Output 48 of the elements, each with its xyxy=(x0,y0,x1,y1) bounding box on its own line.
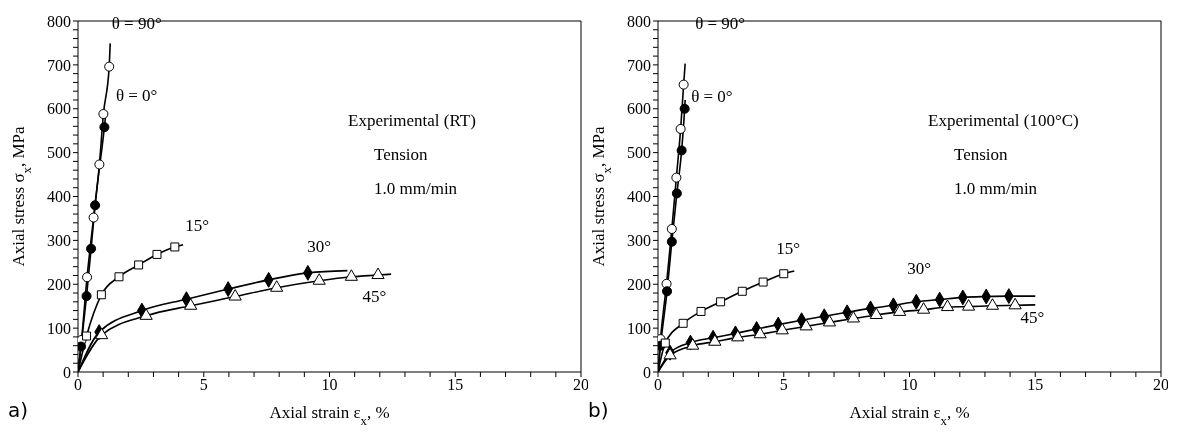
series-label: 30° xyxy=(307,237,332,257)
x-tick-label: 20 xyxy=(573,376,589,394)
y-tick-label: 700 xyxy=(47,56,71,74)
x-tick-label: 5 xyxy=(199,376,208,394)
y-tick-label: 100 xyxy=(627,319,651,337)
text: a) xyxy=(8,398,29,422)
y-tick-label: 0 xyxy=(643,363,651,381)
y-tick-label: 200 xyxy=(627,275,651,293)
annotation: 1.0 mm/min xyxy=(373,178,459,200)
series-label: 15° xyxy=(776,239,801,259)
x-tick-label: 15 xyxy=(1027,376,1044,394)
annotation: Tension xyxy=(953,144,1009,166)
y-tick-label: 600 xyxy=(627,100,651,118)
series-label: θ = 90° xyxy=(111,14,162,34)
x-axis-title: Axial strain ε$_{x}$, % xyxy=(269,403,390,428)
y-tick-label: 500 xyxy=(47,144,71,162)
x-tick-label: 0 xyxy=(74,376,82,394)
x-tick-label: 10 xyxy=(321,376,338,394)
series-label: 30° xyxy=(907,258,932,278)
annotation: Experimental (RT) xyxy=(348,110,476,132)
x-tick-label: 10 xyxy=(901,376,918,394)
x-tick-label: 5 xyxy=(779,376,788,394)
x-tick-label: 20 xyxy=(1153,376,1169,394)
x-axis-title: Axial strain ε$_{x}$, % xyxy=(849,403,970,428)
y-tick-label: 400 xyxy=(47,188,71,206)
series-label: θ = 0° xyxy=(691,87,733,107)
x-tick-label: 15 xyxy=(447,376,464,394)
text: θ = 90° xyxy=(695,14,746,34)
y-tick-label: 800 xyxy=(47,12,71,30)
text: b) xyxy=(588,398,609,422)
y-tick-label: 300 xyxy=(47,232,71,250)
y-tick-label: 400 xyxy=(627,188,651,206)
series-label: θ = 0° xyxy=(115,85,158,105)
y-tick-label: 600 xyxy=(47,100,71,118)
annotation: Experimental (100°C) xyxy=(928,110,1079,132)
y-tick-label: 500 xyxy=(627,144,651,162)
annotation: Tension xyxy=(373,144,429,166)
y-tick-label: 100 xyxy=(47,319,71,337)
y-tick-label: 700 xyxy=(627,56,651,74)
y-tick-label: 300 xyxy=(627,232,651,250)
series-label: 45° xyxy=(362,287,387,307)
x-tick-label: 0 xyxy=(654,376,662,394)
series-label: 45° xyxy=(1020,307,1045,327)
y-tick-label: 0 xyxy=(63,363,71,381)
annotation: 1.0 mm/min xyxy=(953,178,1039,200)
y-tick-label: 800 xyxy=(627,12,651,30)
series-label: 15° xyxy=(185,216,210,236)
y-tick-label: 200 xyxy=(47,275,71,293)
